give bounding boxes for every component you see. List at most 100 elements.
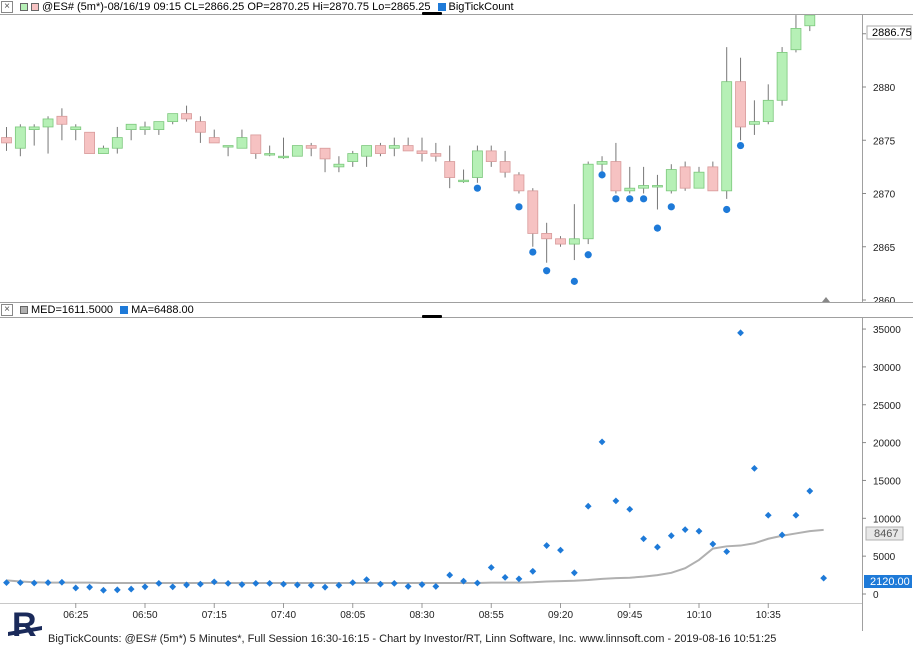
- volume-dot: [515, 575, 523, 583]
- med-legend-label: MED=1611.5000: [31, 304, 114, 316]
- close-price-panel-icon[interactable]: ×: [1, 1, 13, 13]
- candle-down: [555, 238, 566, 245]
- volume-dot: [100, 586, 107, 594]
- volume-dot: [487, 564, 495, 571]
- volume-dot: [681, 526, 689, 534]
- volume-dot: [44, 579, 52, 587]
- volume-dot: [155, 580, 163, 587]
- volume-dot: [570, 569, 578, 577]
- candle-up: [361, 145, 373, 157]
- volume-dot: [72, 584, 80, 592]
- volume-dot: [501, 573, 509, 581]
- candle-up: [70, 126, 82, 130]
- price-chart[interactable]: 288528802875287028652860 2886.75: [0, 15, 913, 303]
- candle-up: [264, 153, 276, 156]
- volume-dot: [751, 464, 758, 472]
- volume-dot: [640, 535, 647, 543]
- big-tick-dot: [626, 195, 634, 203]
- volume-dot: [58, 578, 66, 586]
- volume-dot: [709, 540, 717, 548]
- candle-up: [762, 99, 774, 123]
- candle-down: [208, 137, 220, 144]
- candle-up: [582, 163, 594, 240]
- candle-up: [153, 121, 165, 131]
- candle-up: [776, 51, 788, 101]
- volume-dot: [418, 581, 426, 588]
- volume-resize-grip[interactable]: [422, 315, 442, 318]
- candle-up: [111, 137, 123, 149]
- ma-line: [6, 528, 824, 585]
- candle-down: [56, 115, 68, 125]
- candle-up: [28, 126, 40, 130]
- volume-dot: [377, 580, 384, 588]
- volume-dot: [363, 576, 370, 584]
- candles: [1, 15, 816, 263]
- indicator-legend-label: BigTickCount: [448, 1, 514, 13]
- big-tick-dot: [667, 203, 675, 211]
- volume-axis: 35000 30000 25000 20000 15000 10000 5000 0: [862, 325, 901, 601]
- volume-tick-label: 25000: [873, 401, 901, 412]
- big-tick-count-chart[interactable]: 35000 30000 25000 20000 15000 10000 5000 0 06:2…: [0, 318, 913, 631]
- volume-dot: [792, 511, 800, 519]
- time-tick-label: 08:55: [479, 610, 504, 621]
- volume-tick-label: 30000: [873, 363, 901, 374]
- volume-dot: [557, 546, 564, 554]
- volume-dot: [169, 583, 177, 591]
- price-tick-label: 2875: [873, 136, 896, 147]
- last-price-box: [866, 25, 912, 40]
- big-tick-dot: [598, 171, 606, 179]
- time-tick-label: 07:40: [271, 610, 296, 621]
- time-axis: 06:25 06:50 07:15 07:40 08:05 08:30 08:55 09:20…: [63, 603, 781, 621]
- svg-text:R: R: [12, 606, 37, 644]
- candle-up: [721, 81, 733, 192]
- volume-tick-label: 10000: [873, 514, 901, 525]
- big-tick-dot: [543, 267, 551, 275]
- candle-down: [430, 153, 442, 157]
- panel-resize-grip[interactable]: [422, 12, 442, 15]
- price-tick-label: 2860: [873, 296, 896, 303]
- candle-up: [167, 113, 179, 123]
- candle-up: [638, 185, 649, 189]
- volume-dot: [321, 583, 329, 591]
- volume-dot: [723, 548, 731, 556]
- candle-down: [84, 131, 95, 154]
- volume-dot: [390, 580, 398, 587]
- candle-up: [347, 153, 359, 162]
- volume-tick-label: 20000: [873, 439, 901, 450]
- ma-value-label: 8467: [874, 528, 898, 540]
- price-tick-label: 2880: [873, 83, 896, 94]
- candle-down: [444, 161, 456, 178]
- volume-dot: [266, 580, 274, 587]
- volume-dots: [3, 329, 828, 594]
- candle-down: [735, 81, 746, 128]
- candle-up: [333, 163, 345, 168]
- time-tick-label: 06:50: [132, 610, 157, 621]
- candle-down: [1, 137, 12, 144]
- close-volume-panel-icon[interactable]: ×: [1, 304, 13, 316]
- candle-up: [14, 126, 26, 149]
- candle-up: [139, 126, 151, 130]
- candle-down: [485, 150, 497, 162]
- time-tick-label: 08:05: [340, 610, 365, 621]
- volume-dot: [806, 487, 814, 495]
- big-tick-dot: [584, 251, 592, 259]
- candle-down: [402, 145, 414, 152]
- volume-tick-label: 5000: [873, 552, 896, 563]
- ma-value-box: [865, 526, 904, 541]
- panel-top-border: [0, 14, 913, 15]
- volume-dot: [612, 497, 620, 505]
- price-legend-text: @ES# (5m*)-08/16/19 09:15 CL=2866.25 OP=…: [42, 1, 431, 13]
- candle-up: [125, 123, 137, 131]
- volume-panel-top-border: [0, 317, 913, 318]
- candle-down: [527, 190, 539, 234]
- big-tick-dot: [640, 195, 648, 203]
- volume-tick-label: 35000: [873, 325, 901, 336]
- candle-down: [305, 145, 317, 149]
- candle-up: [665, 169, 677, 192]
- volume-dot: [446, 571, 454, 579]
- linnsoft-logo: R: [8, 606, 42, 644]
- candle-up: [42, 118, 54, 128]
- volume-dot: [280, 580, 287, 588]
- med-color-swatch: [20, 306, 28, 314]
- indicator-color-swatch: [437, 3, 446, 11]
